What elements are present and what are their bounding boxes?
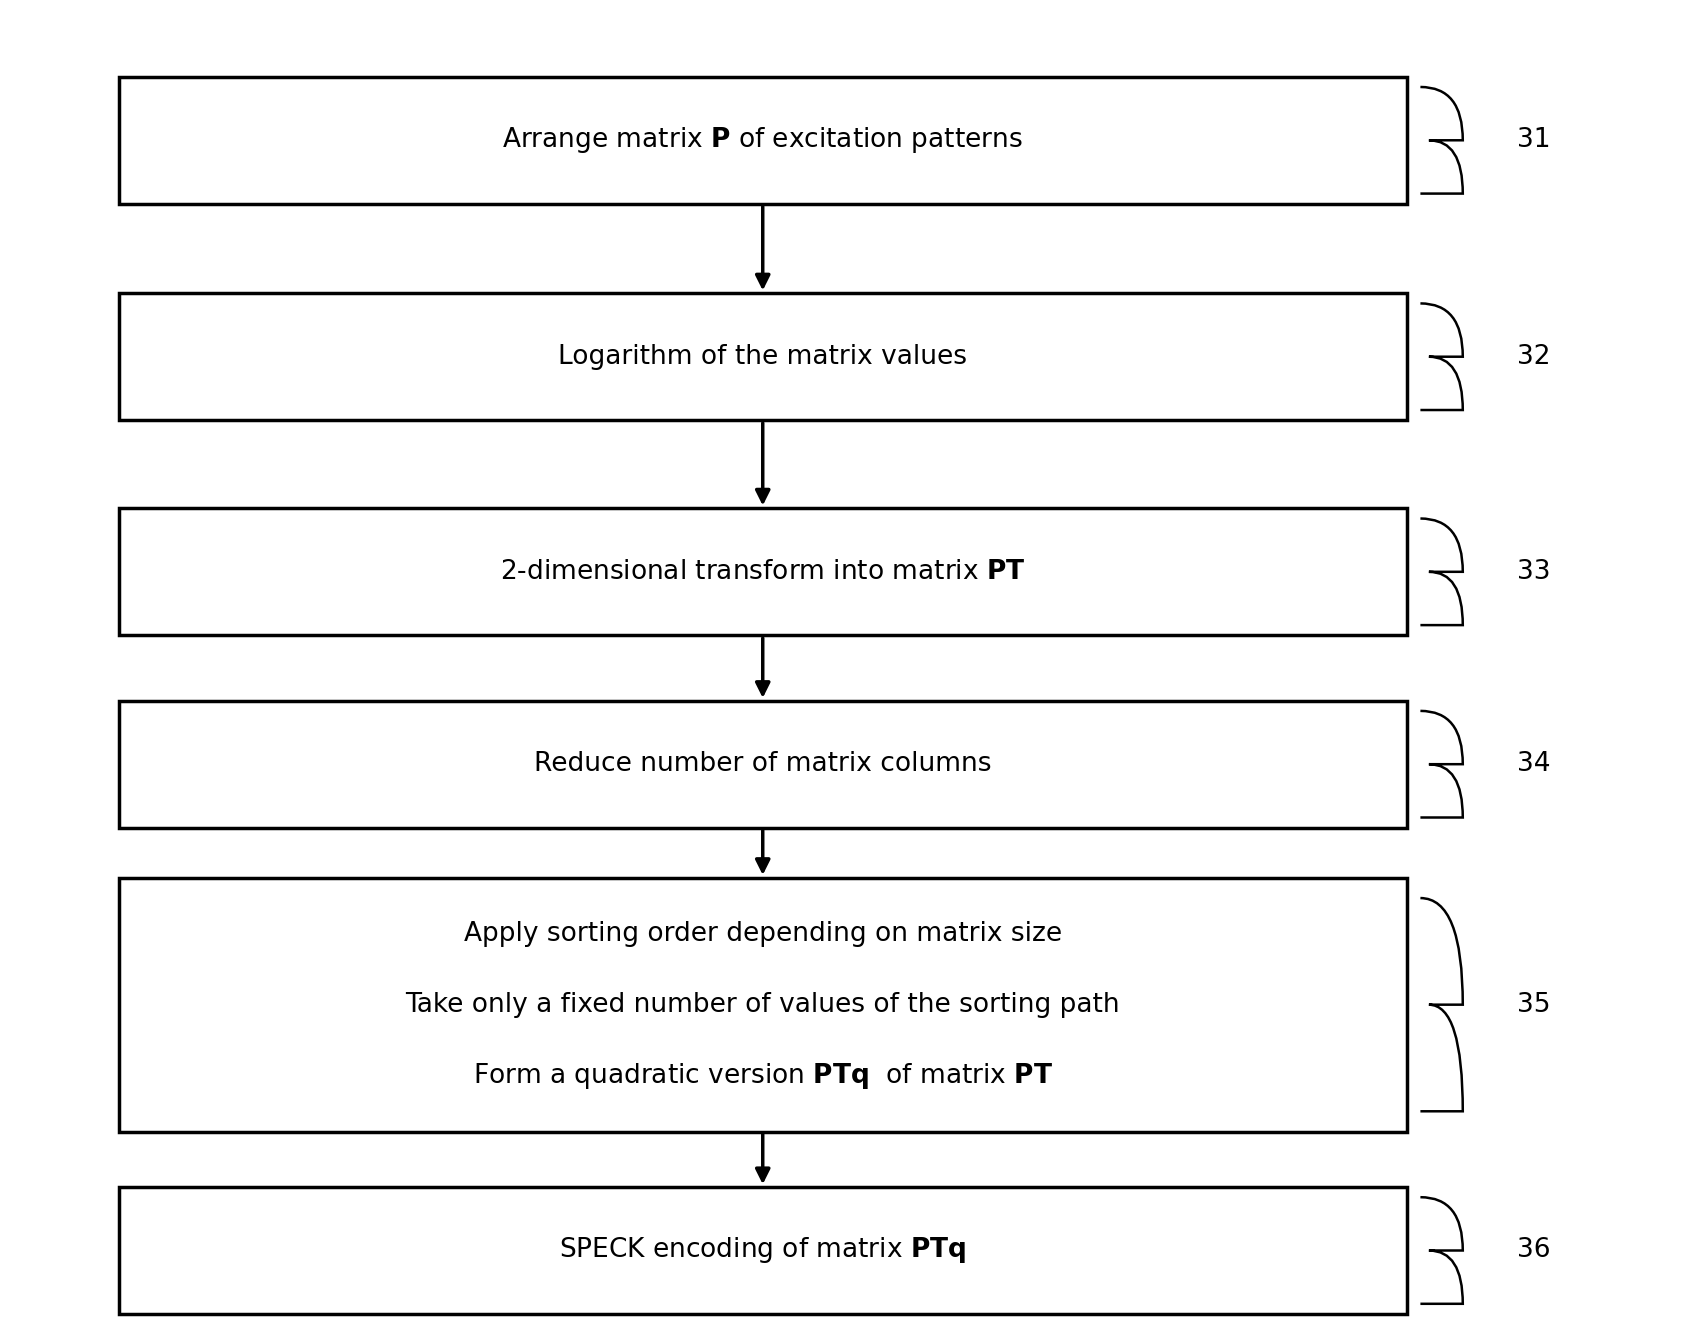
Text: Logarithm of the matrix values: Logarithm of the matrix values [558, 343, 968, 370]
Text: SPECK encoding of matrix $\mathbf{P}$$\mathbf{Tq}$: SPECK encoding of matrix $\mathbf{P}$$\m… [559, 1236, 966, 1265]
Bar [119, 509, 1407, 636]
Text: 34: 34 [1517, 751, 1551, 778]
Bar [119, 878, 1407, 1132]
Text: Take only a fixed number of values of the sorting path: Take only a fixed number of values of th… [405, 991, 1120, 1018]
Text: 36: 36 [1517, 1237, 1551, 1264]
Text: Apply sorting order depending on matrix size: Apply sorting order depending on matrix … [464, 921, 1061, 947]
Text: 35: 35 [1517, 991, 1551, 1018]
Text: Form a quadratic version $\mathbf{P}$$\mathbf{Tq}$  of matrix $\mathbf{P}$$\math: Form a quadratic version $\mathbf{P}$$\m… [473, 1061, 1053, 1090]
Bar [119, 700, 1407, 827]
Text: 32: 32 [1517, 343, 1551, 370]
Text: Arrange matrix $\mathbf{P}$ of excitation patterns: Arrange matrix $\mathbf{P}$ of excitatio… [502, 126, 1024, 155]
Text: Reduce number of matrix columns: Reduce number of matrix columns [534, 751, 992, 778]
Text: 33: 33 [1517, 558, 1551, 585]
Bar [119, 1186, 1407, 1315]
Text: 2-dimensional transform into matrix $\mathbf{P}$$\mathbf{T}$: 2-dimensional transform into matrix $\ma… [500, 558, 1025, 585]
Bar [119, 293, 1407, 420]
Bar [119, 77, 1407, 203]
Text: 31: 31 [1517, 127, 1551, 154]
